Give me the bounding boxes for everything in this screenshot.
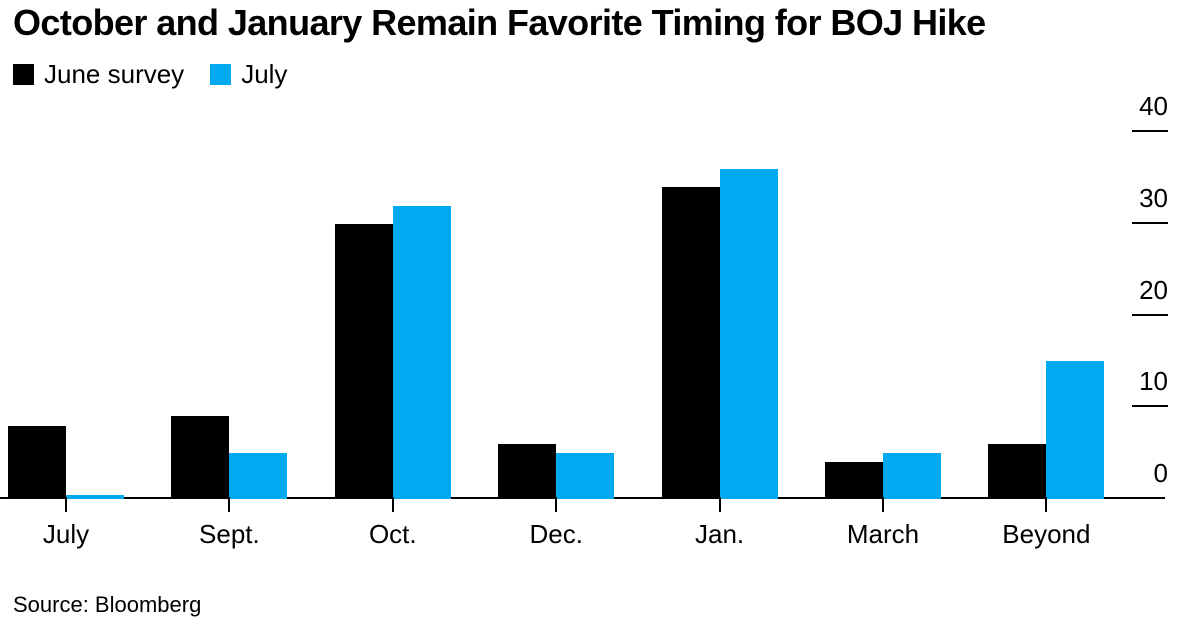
bar-july-dec [556, 453, 615, 499]
bar-june-survey-oct [334, 223, 393, 499]
bar-june-survey-sept [171, 416, 230, 499]
chart-title: October and January Remain Favorite Timi… [13, 2, 986, 43]
bar-june-survey-jan [661, 187, 720, 499]
x-axis-label: Jan. [695, 519, 745, 549]
bar-july-beyond [1046, 361, 1105, 499]
source-note: Source: Bloomberg [13, 592, 202, 617]
bar-july-july [66, 495, 124, 499]
y-axis-label: 10 [1139, 366, 1168, 397]
y-axis-label: 30 [1139, 182, 1168, 213]
bar-june-survey-july [8, 425, 66, 499]
legend-item-july: July [210, 61, 287, 87]
y-axis-label: 0 [1153, 458, 1168, 488]
x-axis-tick [555, 497, 558, 512]
x-axis-tick [391, 497, 394, 512]
x-axis-label: July [42, 519, 90, 549]
y-axis-tick [1132, 221, 1168, 224]
x-axis-label: Oct. [368, 519, 417, 549]
x-axis-tick [718, 497, 721, 512]
y-axis-label: 20 [1139, 274, 1168, 305]
legend: June survey July [13, 61, 287, 87]
x-axis-tick [1045, 497, 1048, 512]
bar-june-survey-dec [498, 443, 557, 499]
y-axis-tick [1132, 130, 1168, 133]
y-axis-tick [1132, 313, 1168, 316]
legend-swatch-june-survey [13, 63, 34, 85]
legend-label-june-survey: June survey [44, 59, 185, 89]
x-axis-label: March [846, 519, 920, 549]
legend-label-july: July [241, 59, 288, 89]
x-axis-tick [882, 497, 884, 512]
bar-june-survey-march [825, 462, 883, 499]
x-axis-label: Dec. [529, 519, 583, 549]
legend-item-june-survey: June survey [13, 61, 184, 87]
x-axis-tick [228, 497, 231, 512]
bar-july-oct [392, 205, 451, 499]
bar-june-survey-beyond [988, 443, 1047, 499]
y-axis-label: 40 [1139, 91, 1168, 122]
x-axis-label: Sept. [199, 519, 260, 549]
bar-july-sept [229, 453, 288, 499]
bar-july-march [883, 453, 941, 499]
bar-july-jan [719, 168, 778, 499]
y-axis-tick [1132, 405, 1168, 408]
x-axis-tick [65, 497, 67, 512]
legend-swatch-july [210, 63, 232, 85]
x-axis-label: Beyond [1002, 519, 1091, 549]
